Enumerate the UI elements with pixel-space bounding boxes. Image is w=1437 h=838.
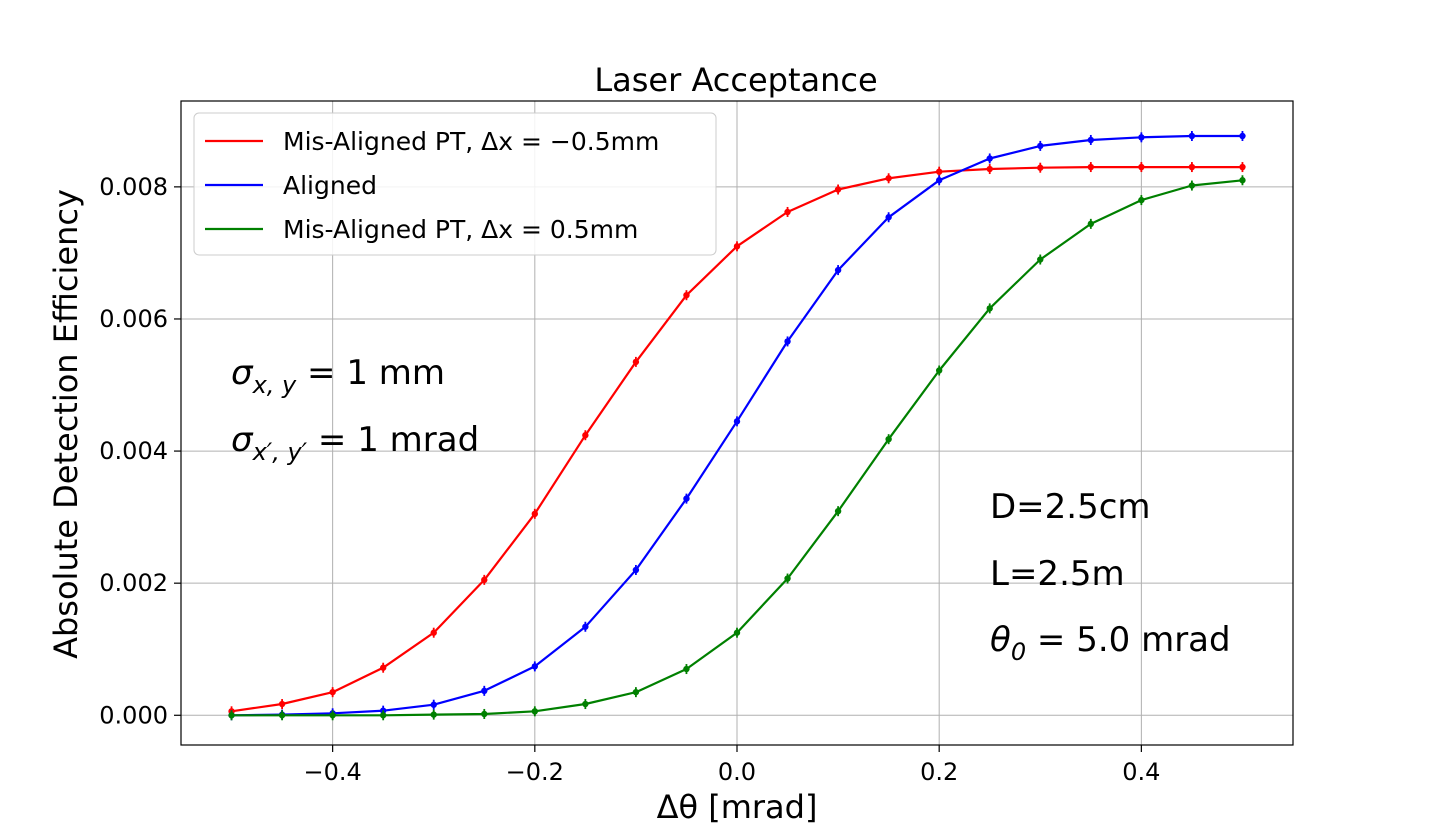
data-point	[1087, 163, 1095, 171]
annotation-sigma-xy: σx, y = 1 mm	[231, 353, 445, 399]
data-point	[1239, 132, 1246, 140]
x-tick-label: −0.2	[506, 758, 564, 786]
data-point	[1087, 220, 1095, 228]
series-2	[228, 175, 1246, 721]
data-point	[834, 507, 842, 515]
data-point	[986, 165, 993, 173]
data-point	[784, 575, 791, 582]
annotation-theta0: θ0 = 5.0 mrad	[990, 620, 1231, 666]
data-point	[481, 687, 488, 695]
y-tick-label: 0.008	[99, 173, 168, 201]
data-point	[784, 338, 791, 345]
legend-entries: Mis-Aligned PT, Δx = −0.5mm Aligned Mis-Al…	[205, 127, 659, 244]
data-point	[278, 712, 286, 719]
data-point	[683, 291, 690, 299]
data-point	[885, 175, 892, 182]
data-point	[430, 701, 437, 708]
data-point	[1188, 132, 1196, 140]
chart-title: Laser Acceptance	[594, 61, 877, 99]
data-point	[329, 688, 336, 696]
data-point	[885, 435, 892, 443]
data-point	[834, 266, 842, 274]
y-tick-label: 0.002	[99, 569, 168, 597]
y-tick-label: 0.000	[99, 701, 168, 729]
annotations: σx, y = 1 mm σx′, y′ = 1 mrad D=2.5cm L=2.5…	[231, 353, 1231, 666]
annotation-sigma-xpyp: σx′, y′ = 1 mrad	[231, 420, 479, 466]
legend-label: Mis-Aligned PT, Δx = −0.5mm	[283, 127, 659, 156]
data-point	[531, 510, 539, 518]
data-point	[1138, 163, 1145, 171]
data-point	[1239, 177, 1246, 184]
data-point	[935, 367, 943, 374]
data-point	[632, 566, 640, 574]
data-point	[379, 664, 387, 671]
legend-label: Mis-Aligned PT, Δx = 0.5mm	[283, 215, 638, 244]
legend-box	[193, 112, 717, 256]
data-point	[733, 629, 741, 636]
x-tick-label: −0.4	[303, 758, 361, 786]
data-point	[1037, 142, 1044, 150]
data-point	[784, 208, 791, 216]
annotation-l: L=2.5m	[990, 554, 1125, 594]
data-point	[430, 629, 437, 636]
x-tick-label: 0.0	[718, 758, 756, 786]
data-point	[986, 305, 993, 312]
data-point	[683, 665, 690, 673]
data-point	[733, 243, 741, 250]
legend-label: Aligned	[283, 171, 377, 200]
data-point	[1037, 164, 1044, 171]
data-point	[1087, 136, 1095, 144]
data-point	[885, 214, 892, 221]
data-point	[228, 712, 235, 719]
data-point	[1138, 134, 1145, 141]
x-axis-label: Δθ [mrad]	[657, 788, 818, 826]
data-point	[986, 155, 993, 162]
y-axis-label: Absolute Detection Efficiency	[47, 189, 85, 659]
y-tick-label: 0.004	[99, 437, 168, 465]
data-point	[582, 432, 589, 439]
annotation-d: D=2.5cm	[990, 487, 1151, 527]
y-axis-ticks: 0.000 0.002 0.004 0.006 0.008	[99, 173, 181, 729]
data-point	[1239, 163, 1246, 171]
data-point	[481, 576, 488, 584]
data-point	[278, 700, 286, 708]
data-point	[834, 186, 842, 193]
data-point	[632, 688, 640, 696]
data-point	[935, 177, 943, 184]
data-point	[1138, 196, 1145, 204]
data-point	[582, 623, 589, 630]
y-tick-label: 0.006	[99, 305, 168, 333]
data-point	[1037, 256, 1044, 263]
data-point	[1188, 182, 1196, 189]
data-point	[632, 358, 640, 366]
series-layer	[228, 131, 1246, 721]
data-point	[1188, 163, 1196, 171]
data-point	[329, 712, 336, 719]
series-0	[228, 162, 1246, 717]
data-point	[531, 708, 539, 715]
data-point	[531, 663, 539, 670]
x-tick-label: 0.4	[1122, 758, 1160, 786]
data-point	[481, 710, 488, 718]
data-point	[683, 495, 690, 502]
data-point	[379, 712, 387, 719]
x-axis-ticks: −0.4 −0.2 0.0 0.2 0.4	[303, 745, 1160, 786]
legend: Mis-Aligned PT, Δx = −0.5mm Aligned Mis-Al…	[193, 112, 717, 256]
data-point	[582, 700, 589, 708]
data-point	[935, 168, 943, 175]
data-point	[733, 418, 741, 425]
x-tick-label: 0.2	[920, 758, 958, 786]
data-point	[430, 711, 437, 718]
